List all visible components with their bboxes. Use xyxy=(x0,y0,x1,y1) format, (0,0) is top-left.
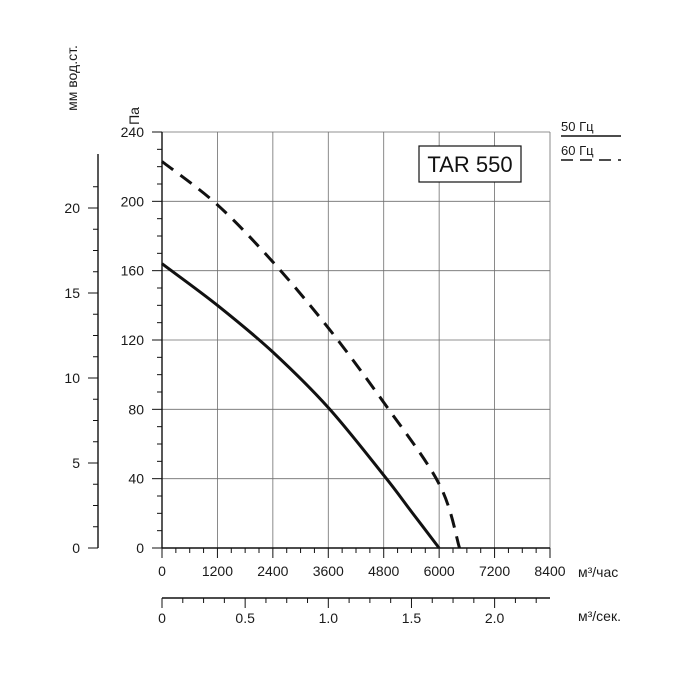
y-tick-label: 80 xyxy=(128,401,144,417)
y2-tick-label: 0 xyxy=(72,540,80,556)
x2-tick-label: 2.0 xyxy=(485,610,505,626)
x2-tick-label: 1.0 xyxy=(319,610,339,626)
legend: 50 Гц 60 Гц xyxy=(561,119,621,161)
legend-label-50hz: 50 Гц xyxy=(561,119,594,134)
x2-tick-label: 0 xyxy=(158,610,166,626)
model-label: TAR 550 xyxy=(427,152,512,177)
y2-tick-label: 20 xyxy=(64,200,80,216)
y-tick-label: 240 xyxy=(121,124,145,140)
y2-tick-label: 15 xyxy=(64,285,80,301)
grid xyxy=(162,131,551,548)
y-tick-label: 200 xyxy=(121,193,145,209)
y2-tick-label: 10 xyxy=(64,370,80,386)
y-axis-unit-pa: Па xyxy=(126,107,142,125)
x-tick-label: 1200 xyxy=(202,563,233,579)
legend-label-60hz: 60 Гц xyxy=(561,143,594,158)
y-tick-label: 0 xyxy=(136,540,144,556)
x-axis-unit: м³/час xyxy=(578,564,618,580)
model-label-box: TAR 550 xyxy=(418,145,522,183)
y2-tick-label: 5 xyxy=(72,455,80,471)
x-tick-label: 0 xyxy=(158,563,166,579)
y-tick-label: 160 xyxy=(121,263,145,279)
x2-tick-label: 1.5 xyxy=(402,610,422,626)
y-tick-label: 40 xyxy=(128,471,144,487)
y2-axis-unit-mm: мм вод.ст. xyxy=(64,45,80,111)
x-tick-label: 3600 xyxy=(313,563,344,579)
x-tick-label: 8400 xyxy=(534,563,565,579)
axes xyxy=(88,131,551,608)
y-tick-label: 120 xyxy=(121,332,145,348)
x-tick-label: 7200 xyxy=(479,563,510,579)
series-line-60hz xyxy=(161,160,461,549)
x-tick-label: 6000 xyxy=(424,563,455,579)
series-lines xyxy=(161,160,461,549)
series-line-50hz xyxy=(161,262,441,549)
x-tick-label: 4800 xyxy=(368,563,399,579)
x-tick-label: 2400 xyxy=(257,563,288,579)
x2-axis-unit: м³/сек. xyxy=(578,608,621,624)
x2-tick-label: 0.5 xyxy=(235,610,255,626)
